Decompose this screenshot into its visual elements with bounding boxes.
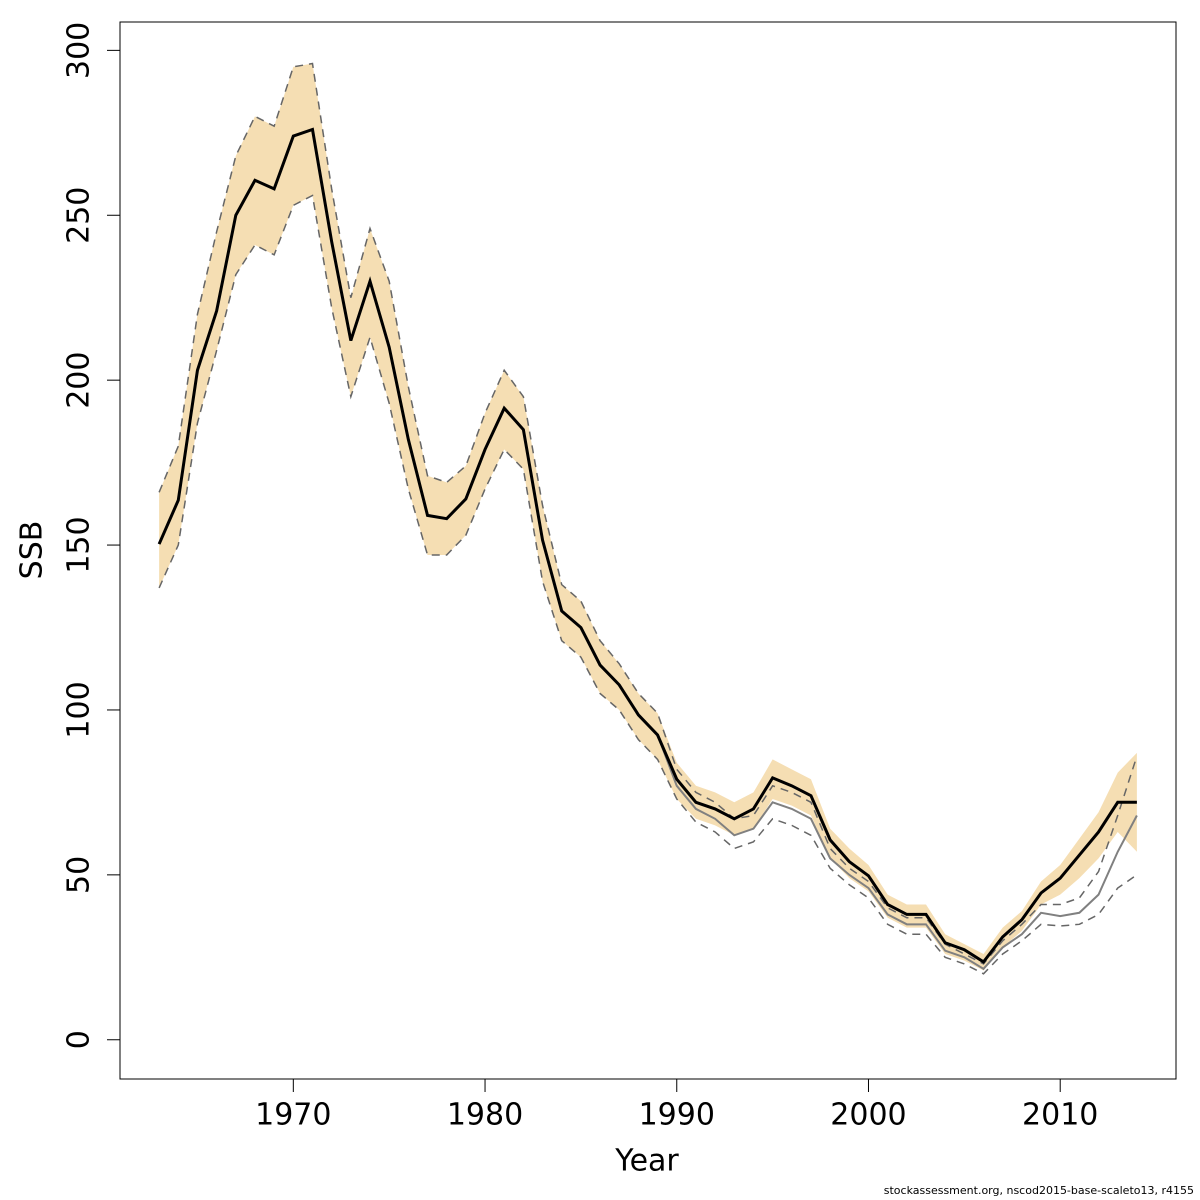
y-tick-label: 250 bbox=[62, 187, 97, 244]
x-tick-label: 1990 bbox=[639, 1098, 715, 1133]
x-tick-label: 2000 bbox=[830, 1098, 906, 1133]
line bbox=[157, 127, 1137, 964]
y-axis-label: SSB bbox=[15, 521, 50, 580]
y-tick-label: 100 bbox=[62, 681, 97, 738]
x-tick-label: 1980 bbox=[447, 1098, 523, 1133]
lower-bound bbox=[158, 194, 1138, 975]
confidence-band bbox=[159, 63, 1137, 971]
footer: stockassessment.org, nscod2015-base-scal… bbox=[884, 1184, 1194, 1197]
y-tick-label: 150 bbox=[62, 516, 97, 573]
y-tick-label: 0 bbox=[62, 1030, 97, 1049]
y-tick-label: 50 bbox=[62, 856, 97, 894]
y-tick-label: 200 bbox=[62, 352, 97, 409]
x-tick-label: 2010 bbox=[1022, 1098, 1098, 1133]
x-tick-label: 1970 bbox=[255, 1098, 331, 1133]
x-axis-label: Year bbox=[614, 1144, 679, 1179]
plot-frame bbox=[119, 21, 1177, 1080]
upper-bound bbox=[158, 62, 1138, 965]
y-tick-label: 300 bbox=[62, 22, 97, 79]
